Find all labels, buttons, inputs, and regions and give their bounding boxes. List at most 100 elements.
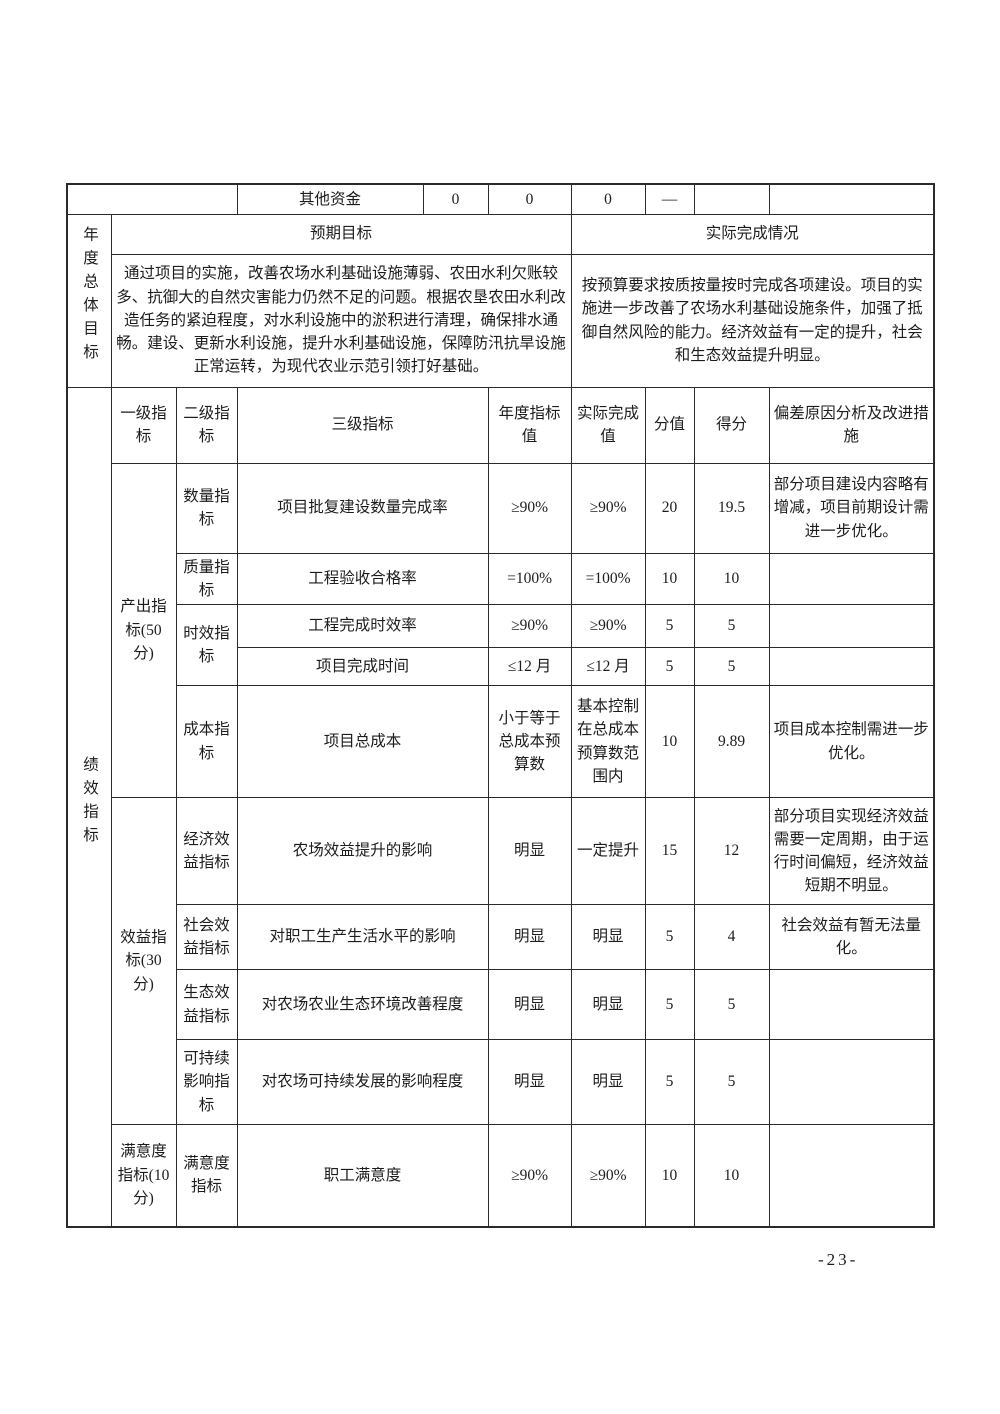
group-satisfaction-cell: 满意度指标(10分) [110, 1124, 177, 1227]
header-score-cell: 分值 [644, 386, 695, 464]
score-cell-8: 5 [644, 1039, 695, 1125]
expected-goal-text-cell: 通过项目的实施，改善农场水利基础设施薄弱、农田水利欠账较多、抗御大的自然灾害能力… [110, 253, 572, 388]
score-cell-6: 5 [644, 904, 695, 970]
funding-empty-left-cell [66, 183, 238, 215]
got-cell-6: 4 [693, 904, 770, 970]
target-cell-9: ≥90% [487, 1124, 572, 1227]
funding-empty-cell [693, 183, 770, 215]
expected-goal-header-cell: 预期目标 [110, 213, 572, 255]
l2-cell-0: 数量指标 [175, 462, 238, 554]
table-row: 社会效益指标 对职工生产生活水平的影响 明显 明显 5 4 社会效益有暂无法量化… [67, 904, 935, 970]
remark-cell-7 [768, 969, 935, 1040]
target-cell-3: ≤12 月 [487, 647, 572, 686]
remark-cell-0: 部分项目建设内容略有增减，项目前期设计需进一步优化。 [768, 462, 935, 554]
funding-row: 其他资金 0 0 0 — [66, 183, 935, 215]
score-cell-2: 5 [644, 604, 695, 648]
page-number: -23- [818, 1250, 859, 1269]
score-cell-1: 10 [644, 552, 695, 605]
remark-cell-1 [768, 552, 935, 605]
group-benefit-cell: 效益指标(30分) [110, 797, 177, 1125]
table-row: 生态效益指标 对农场农业生态环境改善程度 明显 明显 5 5 [67, 969, 935, 1040]
target-cell-4: 小于等于总成本预算数 [487, 685, 572, 798]
remark-cell-8 [768, 1039, 935, 1125]
actual-cell-9: ≥90% [570, 1124, 646, 1227]
actual-cell-0: ≥90% [570, 462, 646, 554]
performance-table: 其他资金 0 0 0 — 年度总体目标 预期目标 实际完成情况 通过项目的实施，… [66, 183, 936, 1228]
funding-label-cell: 其他资金 [236, 183, 424, 215]
remark-cell-2 [768, 604, 935, 648]
table-row: 时效指标 工程完成时效率 ≥90% ≥90% 5 5 [67, 604, 935, 686]
got-cell-0: 19.5 [693, 462, 770, 554]
table-row: 质量指标 工程验收合格率 =100% =100% 10 10 [67, 552, 935, 605]
table-row: 满意度指标(10分) 满意度指标 职工满意度 ≥90% ≥90% 10 10 [67, 1124, 935, 1227]
got-cell-1: 10 [693, 552, 770, 605]
target-cell-0: ≥90% [487, 462, 572, 554]
l3-cell-8: 对农场可持续发展的影响程度 [236, 1039, 489, 1125]
header-got-cell: 得分 [693, 386, 770, 464]
actual-cell-1: =100% [570, 552, 646, 605]
remark-cell-6: 社会效益有暂无法量化。 [768, 904, 935, 970]
header-target-cell: 年度指标值 [487, 386, 572, 464]
remark-cell-4: 项目成本控制需进一步优化。 [768, 685, 935, 798]
l3-cell-6: 对职工生产生活水平的影响 [236, 904, 489, 970]
group-output-cell: 产出指标(50分) [110, 462, 177, 798]
header-deviation-cell: 偏差原因分析及改进措施 [768, 386, 935, 464]
target-cell-7: 明显 [487, 969, 572, 1040]
l2-cell-4: 成本指标 [175, 685, 238, 798]
target-cell-6: 明显 [487, 904, 572, 970]
table-row: 效益指标(30分) 经济效益指标 农场效益提升的影响 明显 一定提升 15 12… [67, 797, 935, 1125]
actual-cell-8: 明显 [570, 1039, 646, 1125]
actual-cell-3: ≤12 月 [570, 647, 646, 686]
got-cell-2: 5 [693, 604, 770, 648]
l3-cell-3: 项目完成时间 [236, 647, 489, 686]
l2-cell-7: 生态效益指标 [175, 969, 238, 1040]
table-row: 成本指标 项目总成本 小于等于总成本预算数 基本控制在总成本预算数范围内 10 … [67, 685, 935, 798]
score-cell-4: 10 [644, 685, 695, 798]
remark-cell-3 [768, 647, 935, 686]
target-cell-5: 明显 [487, 797, 572, 905]
target-cell-8: 明显 [487, 1039, 572, 1125]
l3-cell-2: 工程完成时效率 [236, 604, 489, 648]
actual-cell-7: 明显 [570, 969, 646, 1040]
l2-cell-1: 质量指标 [175, 552, 238, 605]
score-cell-3: 5 [644, 647, 695, 686]
got-cell-5: 12 [693, 797, 770, 905]
funding-empty-cell [768, 183, 935, 215]
actual-completion-header-cell: 实际完成情况 [570, 213, 935, 255]
l2-cell-9: 满意度指标 [175, 1124, 238, 1227]
header-actual-cell: 实际完成值 [570, 386, 646, 464]
l2-cell-6: 社会效益指标 [175, 904, 238, 970]
actual-cell-6: 明显 [570, 904, 646, 970]
goal-text-row: 通过项目的实施，改善农场水利基础设施薄弱、农田水利欠账较多、抗御大的自然灾害能力… [67, 253, 935, 388]
remark-cell-5: 部分项目实现经济效益需要一定周期，由于运行时间偏短，经济效益短期不明显。 [768, 797, 935, 905]
funding-value-cell: 0 [570, 183, 646, 215]
l2-cell-2: 时效指标 [175, 604, 238, 686]
header-level3-cell: 三级指标 [236, 386, 489, 464]
score-cell-0: 20 [644, 462, 695, 554]
actual-cell-4: 基本控制在总成本预算数范围内 [570, 685, 646, 798]
perf-indicator-row-label: 绩效指标 [66, 386, 112, 1227]
l3-cell-0: 项目批复建设数量完成率 [236, 462, 489, 554]
table-row: 产出指标(50分) 数量指标 项目批复建设数量完成率 ≥90% ≥90% 20 … [67, 462, 935, 798]
actual-cell-2: ≥90% [570, 604, 646, 648]
l2-cell-8: 可持续影响指标 [175, 1039, 238, 1125]
table-row: 可持续影响指标 对农场可持续发展的影响程度 明显 明显 5 5 [67, 1039, 935, 1125]
got-cell-7: 5 [693, 969, 770, 1040]
score-cell-5: 15 [644, 797, 695, 905]
goal-header-row: 年度总体目标 预期目标 实际完成情况 [66, 213, 935, 388]
header-level2-cell: 二级指标 [175, 386, 238, 464]
funding-value-cell: 0 [422, 183, 489, 215]
remark-cell-9 [768, 1124, 935, 1227]
l3-cell-9: 职工满意度 [236, 1124, 489, 1227]
l3-cell-4: 项目总成本 [236, 685, 489, 798]
table-row: 项目完成时间 ≤12 月 ≤12 月 5 5 [67, 647, 935, 686]
indicator-header-row: 绩效指标 一级指标 二级指标 三级指标 年度指标值 实际完成值 分值 得分 偏差… [66, 386, 935, 1227]
got-cell-4: 9.89 [693, 685, 770, 798]
perf-indicator-vertical-text: 绩效指标 [81, 755, 98, 850]
l3-cell-5: 农场效益提升的影响 [236, 797, 489, 905]
score-cell-9: 10 [644, 1124, 695, 1227]
l3-cell-7: 对农场农业生态环境改善程度 [236, 969, 489, 1040]
annual-goal-row-label: 年度总体目标 [66, 213, 112, 388]
annual-goal-vertical-text: 年度总体目标 [81, 226, 98, 368]
